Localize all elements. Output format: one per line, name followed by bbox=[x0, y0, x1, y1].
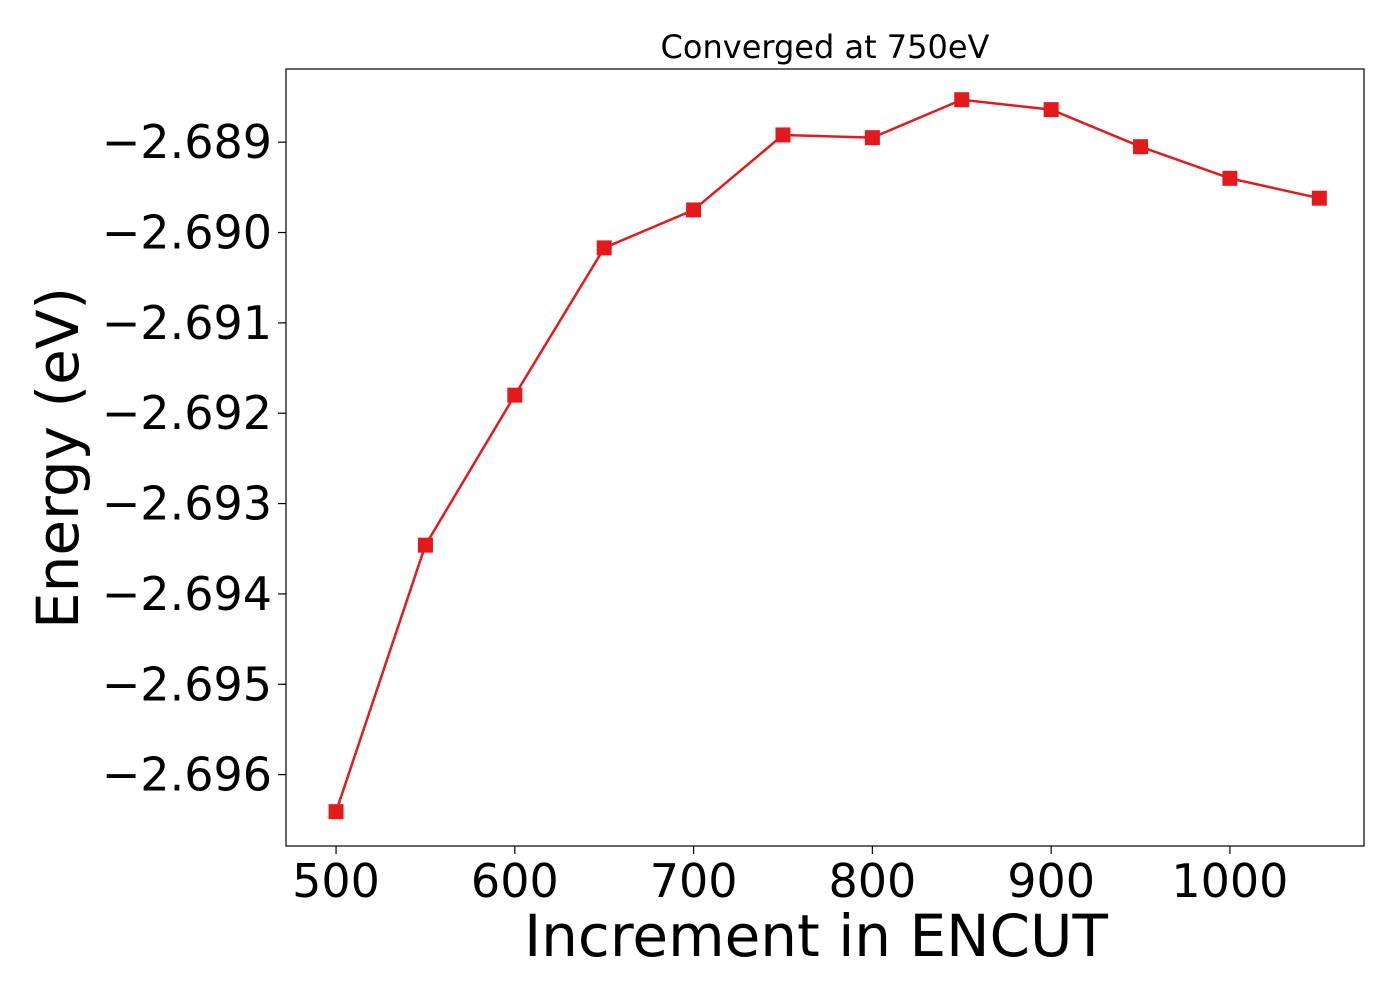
y-tick-label: −2.696 bbox=[102, 748, 272, 802]
y-tick-label: −2.690 bbox=[102, 206, 272, 260]
data-point bbox=[954, 92, 970, 108]
data-point bbox=[507, 387, 523, 403]
series-line bbox=[334, 98, 1320, 813]
data-point bbox=[596, 240, 612, 256]
y-tick-label: −2.695 bbox=[102, 657, 272, 711]
plot-frame bbox=[285, 68, 1365, 847]
data-point bbox=[1043, 102, 1059, 118]
y-tick-label: −2.693 bbox=[102, 477, 272, 531]
y-axis-label: Energy (eV) bbox=[24, 287, 92, 629]
data-point bbox=[417, 537, 433, 553]
x-tick-label: 700 bbox=[650, 854, 738, 908]
x-tick-label: 600 bbox=[471, 854, 559, 908]
y-tick-label: −2.694 bbox=[102, 567, 272, 621]
x-tick-label: 900 bbox=[1007, 854, 1095, 908]
series-layer bbox=[328, 92, 1327, 820]
data-point bbox=[864, 130, 880, 146]
x-tick-label: 1000 bbox=[1171, 854, 1288, 908]
x-tick-label: 800 bbox=[828, 854, 916, 908]
y-tick-label: −2.691 bbox=[102, 296, 272, 350]
data-point bbox=[328, 804, 344, 820]
y-tick-label: −2.689 bbox=[102, 115, 272, 169]
data-point bbox=[686, 202, 702, 218]
y-axis-ticks: −2.689 −2.690 −2.691 −2.692 −2.693 −2.694 −2.6… bbox=[102, 115, 286, 802]
data-point bbox=[775, 127, 791, 143]
data-point bbox=[1133, 139, 1149, 155]
chart-title: Converged at 750eV bbox=[661, 28, 990, 66]
x-axis-ticks: 500 600 700 800 900 1000 bbox=[292, 846, 1288, 908]
data-point bbox=[1311, 190, 1327, 206]
y-tick-label: −2.692 bbox=[102, 386, 272, 440]
x-axis-label: Increment in ENCUT bbox=[524, 902, 1108, 970]
data-point bbox=[1222, 170, 1238, 186]
x-tick-label: 500 bbox=[292, 854, 380, 908]
